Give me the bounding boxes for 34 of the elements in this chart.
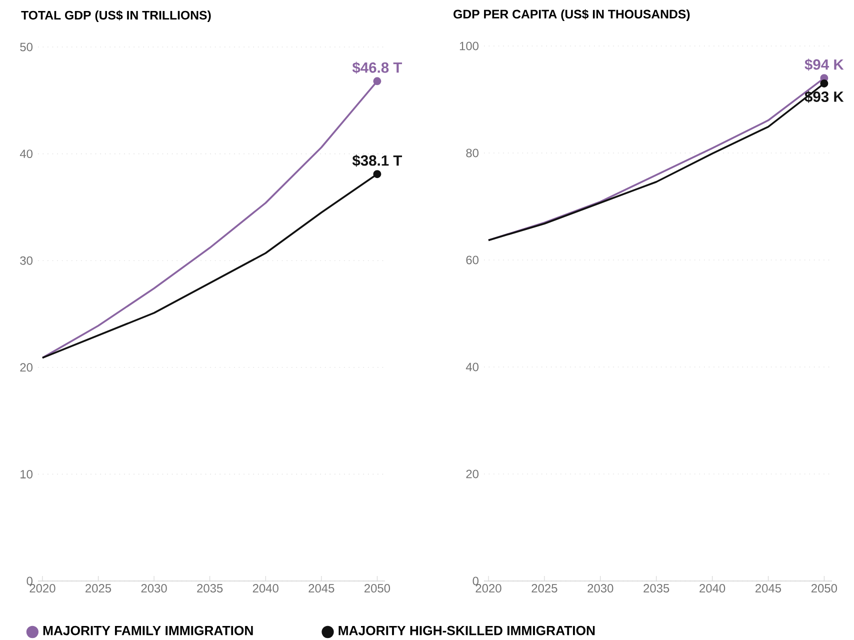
y-tick-label: 0	[26, 576, 32, 586]
x-tick-label: 2050	[364, 584, 390, 593]
y-tick-label: 40	[466, 362, 479, 372]
y-tick-label: 20	[466, 470, 479, 478]
y-tick-label: 30	[20, 256, 32, 265]
legend-label: MAJORITY HIGH-SKILLED IMMIGRATION	[338, 626, 595, 636]
x-tick-label: 2030	[588, 584, 614, 593]
x-tick-label: 2040	[700, 584, 726, 593]
x-tick-label: 2050	[811, 584, 838, 593]
x-tick-label: 2035	[197, 584, 223, 593]
y-tick-label: 40	[20, 150, 32, 158]
data-label: $46.8 T	[352, 62, 402, 74]
chart-title: TOTAL GDP (US$ IN TRILLIONS)	[21, 10, 211, 22]
data-label: $93 K	[804, 90, 844, 103]
y-tick-label: 20	[20, 363, 32, 372]
legend-label: MAJORITY FAMILY IMMIGRATION	[43, 626, 253, 636]
x-tick-label: 2020	[30, 584, 56, 593]
x-tick-label: 2040	[252, 584, 278, 593]
y-tick-label: 0	[472, 576, 479, 586]
y-tick-label: 10	[20, 470, 32, 478]
x-tick-label: 2030	[141, 584, 167, 593]
x-tick-label: 2045	[756, 584, 782, 593]
y-tick-label: 50	[20, 42, 32, 52]
y-tick-label: 60	[466, 256, 479, 264]
chart-title: GDP PER CAPITA (US$ IN THOUSANDS)	[454, 9, 690, 21]
y-tick-label: 80	[466, 148, 479, 158]
x-tick-label: 2020	[476, 584, 502, 593]
x-tick-label: 2025	[532, 584, 558, 593]
data-label: $38.1 T	[352, 154, 402, 167]
x-tick-label: 2025	[86, 584, 112, 593]
data-label: $94 K	[804, 58, 844, 71]
x-tick-label: 2035	[644, 584, 670, 593]
y-tick-label: 100	[460, 42, 478, 50]
x-tick-label: 2045	[308, 584, 334, 593]
